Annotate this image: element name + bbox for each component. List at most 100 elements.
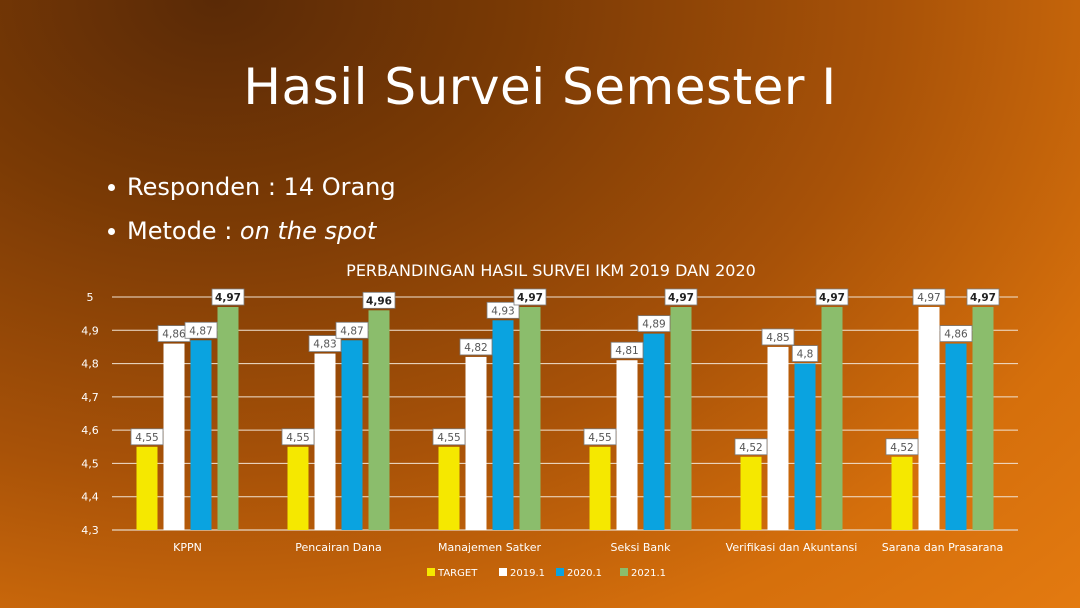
data-label-box xyxy=(664,288,698,306)
bar-target xyxy=(136,446,158,530)
data-label: 4,55 xyxy=(135,432,158,444)
data-label: 4,97 xyxy=(970,292,996,304)
data-label-box xyxy=(966,288,1000,306)
y-tick-label: 4,8 xyxy=(81,358,99,371)
data-label: 4,52 xyxy=(890,442,913,454)
bar-2021-1 xyxy=(670,306,692,530)
x-category-label: Seksi Bank xyxy=(610,541,671,554)
legend-swatch xyxy=(499,568,507,576)
data-label: 4,89 xyxy=(642,319,665,331)
data-label-box xyxy=(583,428,617,446)
data-label: 4,93 xyxy=(491,305,514,317)
bullet-dot xyxy=(108,183,115,191)
data-label-box xyxy=(184,321,218,339)
data-label-box xyxy=(912,288,946,306)
bar-2019-1 xyxy=(767,346,789,530)
data-label-box xyxy=(734,438,768,456)
y-tick-label: 4,3 xyxy=(81,524,99,537)
y-tick-label: 4,9 xyxy=(81,324,99,337)
data-label: 4,55 xyxy=(286,432,309,444)
bar-target xyxy=(287,446,309,530)
legend-swatch xyxy=(427,568,435,576)
data-label-box xyxy=(791,345,819,362)
y-tick-label: 4,5 xyxy=(81,457,99,470)
bar-target xyxy=(740,456,762,530)
bar-2019-1 xyxy=(314,353,336,530)
x-category-label: KPPN xyxy=(173,541,202,554)
data-label-box xyxy=(335,321,369,339)
data-label: 4,55 xyxy=(588,432,611,444)
data-label: 4,87 xyxy=(189,325,212,337)
bullet-text: Metode : xyxy=(127,217,240,245)
bullet-text: Responden : 14 Orang xyxy=(127,173,396,201)
data-label-box xyxy=(761,328,795,346)
bar-2021-1 xyxy=(217,306,239,530)
legend-swatch xyxy=(620,568,628,576)
data-label: 4,85 xyxy=(766,332,789,344)
data-label: 4,55 xyxy=(437,432,460,444)
data-label: 4,87 xyxy=(340,325,363,337)
data-label: 4,86 xyxy=(944,329,968,341)
data-label: 4,83 xyxy=(313,339,336,351)
data-label: 4,96 xyxy=(366,295,392,307)
bar-2020-1 xyxy=(643,333,665,530)
data-label: 4,97 xyxy=(668,292,694,304)
bar-2021-1 xyxy=(821,306,843,530)
bar-2020-1 xyxy=(341,340,363,530)
data-label-box xyxy=(637,315,671,333)
data-label-box xyxy=(939,325,973,343)
x-category-label: Manajemen Satker xyxy=(438,541,542,554)
legend-label: TARGET xyxy=(437,568,478,579)
bar-target xyxy=(438,446,460,530)
y-tick-label: 4,4 xyxy=(81,491,99,504)
bar-2019-1 xyxy=(465,356,487,530)
bullet-list: Responden : 14 Orang Metode : on the spo… xyxy=(108,165,396,253)
data-label-box xyxy=(513,288,547,306)
bullet-italic-text: on the spot xyxy=(239,217,377,245)
chart-title: PERBANDINGAN HASIL SURVEI IKM 2019 DAN 2… xyxy=(346,261,756,280)
y-tick-label: 5 xyxy=(87,291,94,304)
bar-target xyxy=(891,456,913,530)
data-label: 4,86 xyxy=(162,329,186,341)
data-label-box xyxy=(362,291,396,309)
data-label: 4,81 xyxy=(615,345,638,357)
bar-2020-1 xyxy=(945,343,967,530)
data-label-box xyxy=(281,428,315,446)
bar-2021-1 xyxy=(972,306,994,530)
bar-2021-1 xyxy=(519,306,541,530)
bar-2020-1 xyxy=(492,320,514,530)
data-label: 4,97 xyxy=(819,292,845,304)
slide-title: Hasil Survei Semester I xyxy=(243,58,837,116)
data-label-box xyxy=(459,338,493,356)
data-label-box xyxy=(885,438,919,456)
data-label-box xyxy=(610,341,644,359)
data-label: 4,8 xyxy=(797,349,814,361)
data-label-box xyxy=(432,428,466,446)
bar-2019-1 xyxy=(918,306,940,530)
data-label: 4,97 xyxy=(917,292,940,304)
bar-target xyxy=(589,446,611,530)
x-category-label: Verifikasi dan Akuntansi xyxy=(726,541,858,554)
y-tick-label: 4,6 xyxy=(81,424,99,437)
bullet-respondents: Responden : 14 Orang xyxy=(108,165,396,209)
bar-2019-1 xyxy=(616,360,638,530)
data-label: 4,97 xyxy=(517,292,543,304)
legend-label: 2020.1 xyxy=(567,568,602,579)
bar-2020-1 xyxy=(794,363,816,530)
legend-swatch xyxy=(556,568,564,576)
data-label-box xyxy=(211,288,245,306)
legend-label: 2021.1 xyxy=(631,568,666,579)
data-label-box xyxy=(486,301,520,319)
bar-2020-1 xyxy=(190,340,212,530)
data-label: 4,52 xyxy=(739,442,762,454)
data-label: 4,82 xyxy=(464,342,487,354)
x-category-label: Pencairan Dana xyxy=(295,541,381,554)
data-label-box xyxy=(815,288,849,306)
legend-label: 2019.1 xyxy=(510,568,545,579)
bar-2021-1 xyxy=(368,310,390,530)
data-label: 4,97 xyxy=(215,292,241,304)
bullet-method: Metode : on the spot xyxy=(108,209,396,253)
x-category-label: Sarana dan Prasarana xyxy=(882,541,1004,554)
data-label-box xyxy=(308,335,342,352)
